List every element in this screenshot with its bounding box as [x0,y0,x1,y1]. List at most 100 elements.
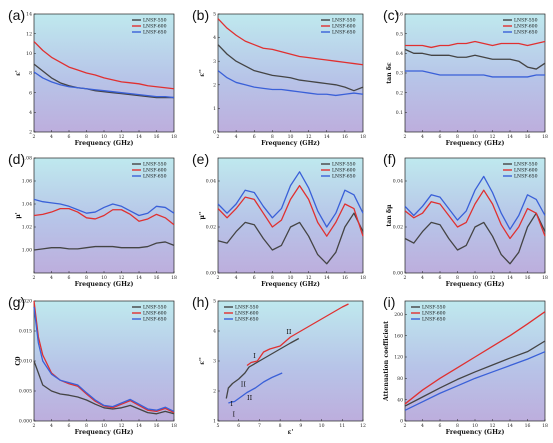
x-tick-label: 4 [235,275,238,281]
series-line-lnsf-600 [217,184,364,237]
series-line-lnsf-650 [405,70,545,78]
x-tick-label: 18 [171,423,177,429]
series-line-lnsf-600 [33,207,175,226]
x-tick-label: 2 [404,423,407,429]
x-tick-label: 18 [360,275,366,281]
y-tick-label: 2 [213,82,216,88]
y-tick-label: 12 [26,31,32,37]
x-tick-label: 14 [507,134,513,140]
x-tick-label: 10 [288,275,294,281]
legend-label: LNSF-650 [514,174,538,180]
legend-label: LNSF-550 [514,18,538,24]
y-axis-label: μ' [15,212,22,219]
x-tick-label: 12 [119,134,125,140]
x-tick-label: 6 [439,423,442,429]
y-tick-label: 0.04 [206,179,216,185]
y-tick-label: 5 [213,12,216,18]
plot-area [217,13,364,133]
y-tick-label: 1 [213,419,216,425]
legend-label: LNSF-550 [422,305,446,311]
legend-label: LNSF-650 [143,30,167,36]
legend-label: LNSF-600 [332,168,356,174]
x-tick-label: 14 [136,275,142,281]
y-tick-label: 0.00 [393,271,403,277]
x-tick-label: 16 [525,275,531,281]
chart-panel: (g) 2 4 6 8 10 12 14 16 18 0.000 0.005 0.010 0.015 0.0… [8,294,177,436]
x-tick-label: 6 [68,134,71,140]
x-tick-label: 10 [288,134,294,140]
legend-label: LNSF-550 [143,162,167,168]
chart-panel: (d) 2 4 6 8 10 12 14 16 18 1.00 1.02 1.04 1.06 1.08 Fre… [8,151,177,288]
x-tick-label: 4 [50,134,53,140]
x-tick-label: 2 [33,275,36,281]
x-tick-label: 7 [258,423,261,429]
x-axis-label: ε' [288,429,294,436]
y-tick-label: 0 [213,130,216,136]
x-axis-label: Frequency (GHz) [261,281,320,288]
legend-label: LNSF-650 [143,174,167,180]
y-tick-label: 0.02 [393,225,403,231]
x-tick-label: 10 [101,423,107,429]
x-tick-label: 14 [136,423,142,429]
y-tick-label: 6 [29,90,32,96]
x-tick-label: 18 [542,275,548,281]
y-tick-label: 40 [397,397,403,403]
series-line-lnsf-650 [404,175,546,230]
y-tick-label: 160 [394,333,403,339]
chart-panel: (e) 2 4 6 8 10 12 14 16 18 0.00 0.02 0.04 Frequency (… [192,151,366,288]
x-tick-label: 2 [217,134,220,140]
series-line-lnsf-650 [228,372,283,404]
series-line-lnsf-550 [404,212,546,265]
y-axis-label: ε'' [199,357,206,365]
x-tick-label: 6 [68,275,71,281]
x-tick-label: 2 [33,134,36,140]
x-tick-label: 12 [490,275,496,281]
panel-label: (h) [192,294,209,310]
legend-label: LNSF-650 [235,317,259,323]
y-tick-label: 0 [400,419,403,425]
y-tick-label: 200 [394,312,403,318]
legend-label: LNSF-650 [332,174,356,180]
x-tick-label: 12 [306,275,312,281]
x-tick-label: 18 [542,134,548,140]
annotation-label: II [247,394,253,402]
y-tick-label: 1.00 [22,248,32,254]
legend-label: LNSF-600 [235,311,259,317]
series-line-lnsf-650 [33,306,175,412]
panel-label: (a) [8,7,25,23]
x-tick-label: 6 [253,275,256,281]
x-tick-label: 8 [271,275,274,281]
x-tick-label: 16 [525,134,531,140]
x-axis-label: Frequency (GHz) [446,281,505,288]
y-tick-label: 14 [26,12,32,18]
x-tick-label: 16 [154,423,160,429]
legend-label: LNSF-600 [143,24,167,30]
x-axis-label: Frequency (GHz) [261,140,320,147]
y-tick-label: 0.6 [396,12,403,18]
legend-label: LNSF-550 [332,18,356,24]
x-tick-label: 8 [456,275,459,281]
series-line-lnsf-650 [217,171,364,228]
legend-label: LNSF-550 [235,305,259,311]
annotation-label: I [233,411,236,419]
x-tick-label: 2 [217,275,220,281]
x-tick-label: 14 [136,134,142,140]
panel-label: (c) [383,7,399,23]
x-tick-label: 5 [217,423,220,429]
y-axis-label: ε' [15,70,22,76]
chart-panel: (f) 2 4 6 8 10 12 14 16 18 0.00 0.02 0.04 Frequency (… [383,151,548,288]
x-tick-label: 9 [299,423,302,429]
x-tick-label: 10 [472,134,478,140]
x-tick-label: 12 [119,275,125,281]
series-line-lnsf-550 [217,212,364,265]
y-tick-label: 1.04 [22,202,32,208]
annotation-label: II [241,381,247,389]
x-tick-label: 12 [306,134,312,140]
x-tick-label: 8 [456,423,459,429]
x-tick-label: 8 [279,423,282,429]
y-tick-label: 0.3 [396,71,403,77]
x-tick-label: 18 [542,423,548,429]
legend-label: LNSF-600 [514,168,538,174]
